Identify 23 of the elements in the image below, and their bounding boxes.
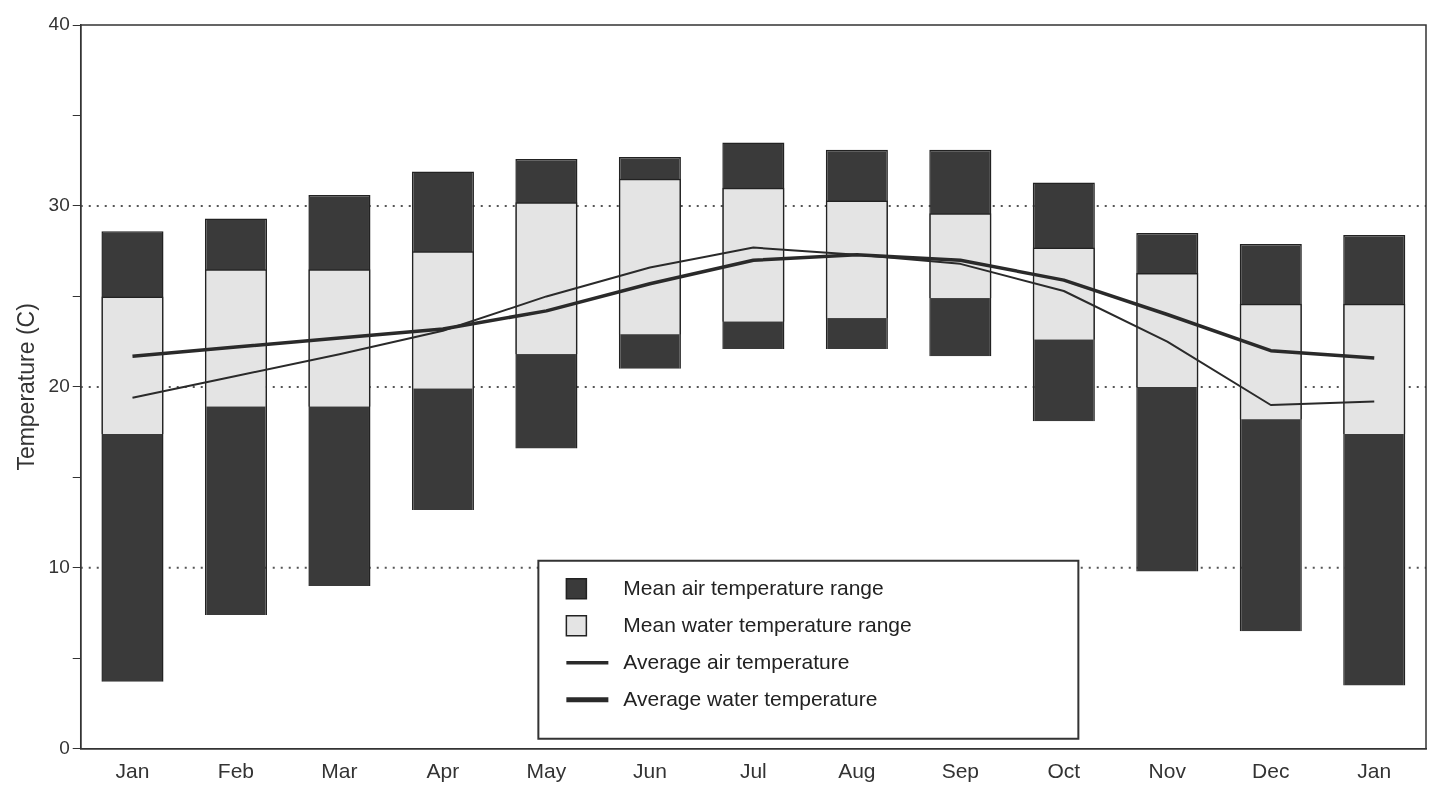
x-tick-label: Dec [1252,759,1290,783]
y-axis-title: Temperature (C) [13,303,40,471]
x-tick-label: Jan [1357,759,1392,783]
x-tick-label: Oct [1047,759,1081,783]
y-tick-label: 30 [48,194,70,216]
y-tick-label: 10 [48,556,70,578]
x-tick-label: Aug [838,759,876,783]
legend-label: Average water temperature [623,686,878,710]
legend-label: Mean air temperature range [623,575,884,599]
legend-label: Mean water temperature range [623,612,912,636]
y-tick-label: 0 [59,737,70,759]
x-tick-label: Jan [115,759,150,783]
x-tick-label: Sep [941,759,980,783]
x-tick-label: Nov [1148,759,1187,783]
y-tick-label: 40 [48,13,70,35]
legend-label: Average air temperature [623,649,850,673]
x-tick-label: Feb [217,759,255,783]
x-tick-label: May [526,759,567,783]
x-tick-label: Apr [426,759,460,783]
x-tick-label: Jul [739,759,767,783]
x-tick-label: Jun [632,759,667,783]
x-tick-label: Mar [321,759,358,783]
y-tick-label: 20 [48,375,70,397]
